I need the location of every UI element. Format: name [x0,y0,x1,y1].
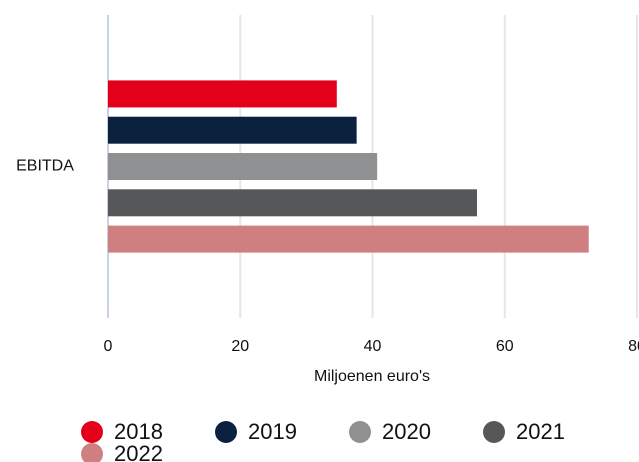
x-tick-label: 80 [628,338,639,355]
x-tick-label: 0 [104,338,113,355]
x-tick-label: 20 [231,338,249,355]
legend-label: 2021 [516,419,565,444]
y-tick-label: EBITDA [16,158,74,175]
legend-label: 2018 [114,419,163,444]
bar [108,225,589,253]
bar [108,80,337,108]
legend-marker [483,421,505,443]
bar [108,116,357,144]
legend-label: 2020 [382,419,431,444]
x-axis-label: Miljoenen euro's [314,368,430,385]
legend-marker [215,421,237,443]
legend-label: 2019 [248,419,297,444]
bar [108,153,378,180]
legend-marker [349,421,371,443]
legend-marker [81,443,103,462]
x-tick-label: 60 [496,338,514,355]
bar [108,189,477,217]
legend-marker [81,421,103,443]
legend-label: 2022 [114,441,163,462]
x-tick-label: 40 [364,338,382,355]
